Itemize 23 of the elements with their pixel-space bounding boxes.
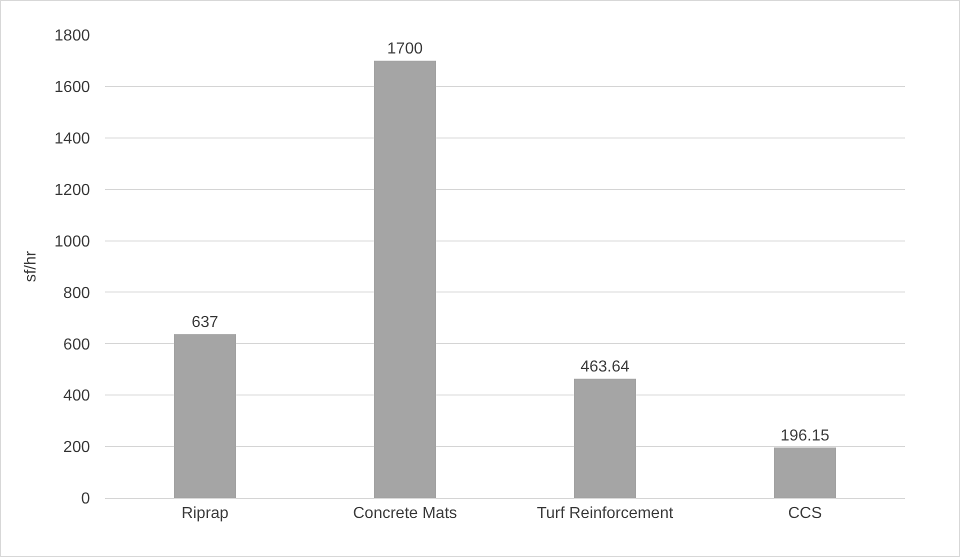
- y-tick-label: 1200: [54, 182, 90, 199]
- data-label: 196.15: [780, 428, 830, 445]
- bar: [174, 334, 236, 498]
- y-tick-label: 0: [81, 490, 90, 508]
- y-tick-label: 800: [63, 284, 90, 302]
- data-label: 463.64: [580, 358, 630, 376]
- x-tick-label: Turf Reinforcement: [536, 505, 674, 522]
- y-tick-label: 1400: [54, 130, 90, 148]
- y-tick-label: 200: [63, 439, 90, 456]
- y-tick-label: 400: [63, 388, 90, 405]
- x-tick-label: Concrete Mats: [352, 505, 458, 522]
- x-tick-label: CCS: [788, 505, 822, 522]
- y-tick-label: 1800: [54, 28, 90, 45]
- data-label: 637: [192, 314, 218, 332]
- y-tick-label: 1600: [54, 79, 90, 96]
- y-tick-label: 600: [63, 336, 90, 354]
- y-axis-title: sf/hr: [22, 250, 40, 282]
- bar: [574, 378, 636, 498]
- bar: [774, 448, 836, 498]
- data-label: 1700: [387, 40, 423, 58]
- x-tick-label: Riprap: [181, 505, 229, 522]
- bar: [374, 60, 436, 498]
- y-tick-label: 1000: [54, 233, 90, 250]
